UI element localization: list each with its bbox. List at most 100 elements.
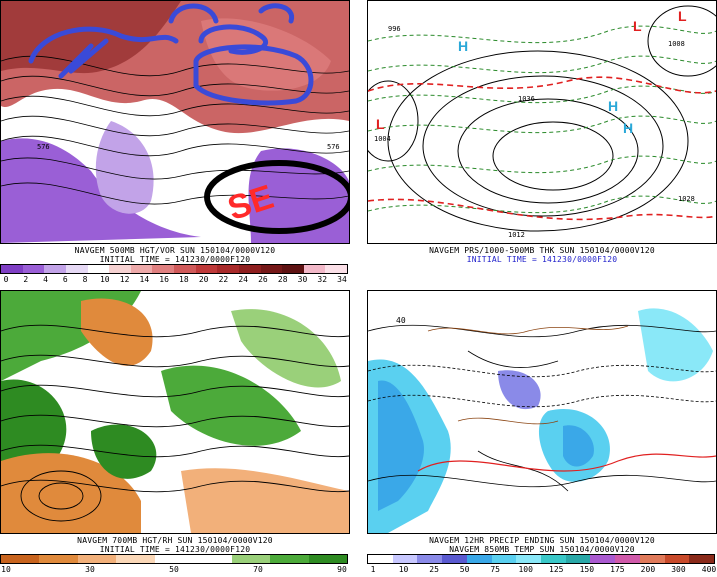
vorticity-colorbar-tick: 6 — [62, 275, 68, 284]
pressure-label: 1008 — [668, 40, 685, 48]
vorticity-colorbar-segment — [238, 265, 261, 273]
precip-colorbar-tick: 10 — [398, 565, 409, 574]
precip-colorbar-tick: 1 — [370, 565, 376, 574]
black-circle-annotation — [204, 160, 349, 234]
vorticity-colorbar-segment — [174, 265, 196, 273]
vorticity-colorbar — [0, 264, 348, 274]
panel-precip-850mb: 40 NAVGEM 12HR PRECIP ENDING SUN 150104/… — [367, 290, 717, 577]
precip-colorbar-segment — [392, 555, 418, 563]
rh-colorbar-segment — [193, 555, 232, 563]
map-pressure-thickness: 1004 1028 1012 1036 1008 996 L L L H H H — [367, 0, 717, 244]
vorticity-colorbar-tick: 34 — [337, 275, 347, 284]
contour-label: 40 — [396, 316, 406, 325]
vorticity-colorbar-segment — [195, 265, 218, 273]
rh-colorbar-tick: 70 — [253, 565, 263, 574]
precip-colorbar-tick: 300 — [671, 565, 686, 574]
precip-colorbar-tick: 175 — [610, 565, 625, 574]
vorticity-colorbar-tick: 18 — [179, 275, 189, 284]
precip-colorbar-tick: 200 — [640, 565, 656, 574]
rh-colorbar-tick: 90 — [337, 565, 347, 574]
precip-colorbar-segment — [689, 555, 715, 563]
vorticity-colorbar-ticks: 0 2 4 6 8 10 12 14 16 18 20 22 24 26 28 30 32 34 — [0, 275, 350, 285]
vorticity-colorbar-tick: 10 — [99, 275, 110, 284]
vorticity-colorbar-segment — [109, 265, 131, 273]
pressure-label: 1036 — [518, 95, 535, 103]
map-precip-850mb: 40 — [367, 290, 717, 534]
vorticity-colorbar-segment — [22, 265, 45, 273]
rh-colorbar-segment — [231, 555, 271, 563]
pressure-label: 1028 — [678, 195, 695, 203]
map-500mb-vorticity: 576 576 SE — [0, 0, 350, 244]
vorticity-colorbar-tick: 22 — [218, 275, 229, 284]
caption-line-1: NAVGEM 700MB HGT/RH SUN 150104/0000V120 — [77, 536, 273, 545]
vorticity-colorbar-segment — [217, 265, 239, 273]
vorticity-colorbar-segment — [130, 265, 153, 273]
precip-colorbar-segment — [664, 555, 690, 563]
vorticity-colorbar-segment — [87, 265, 110, 273]
rh-colorbar-segment — [77, 555, 117, 563]
caption-line-1: NAVGEM 12HR PRECIP ENDING SUN 150104/000… — [429, 536, 655, 545]
caption-line-2: INITIAL TIME = 141230/0000F120 — [99, 255, 251, 264]
vorticity-colorbar-tick: 12 — [119, 275, 130, 284]
vorticity-colorbar-tick: 20 — [198, 275, 209, 284]
precip-colorbar-segment — [639, 555, 665, 563]
vorticity-colorbar-tick: 28 — [277, 275, 288, 284]
precip-colorbar-segment — [466, 555, 492, 563]
pressure-label: 1004 — [374, 135, 391, 143]
precip-colorbar-segment — [541, 555, 566, 563]
vorticity-colorbar-tick: 2 — [23, 275, 29, 284]
panel-700mb-rh: NAVGEM 700MB HGT/RH SUN 150104/0000V120 … — [0, 290, 350, 577]
vorticity-colorbar-segment — [65, 265, 88, 273]
precip-colorbar-tick: 150 — [579, 565, 595, 574]
precip-colorbar-tick: 125 — [549, 565, 564, 574]
contour-label: 576 — [37, 143, 50, 151]
caption-line-1: NAVGEM PRS/1000-500MB THK SUN 150104/000… — [429, 246, 655, 255]
rh-colorbar-segment — [116, 555, 155, 563]
precip-colorbar-ticks: 1 10 25 50 75 100 125 150 175 200 300 400 — [367, 565, 717, 575]
vorticity-colorbar-tick: 24 — [238, 275, 248, 284]
precip-colorbar-segment — [368, 555, 393, 563]
rh-colorbar-segment — [270, 555, 309, 563]
low-marker: L — [633, 18, 642, 34]
rh-map-graphic — [1, 291, 349, 533]
rh-colorbar-tick: 50 — [169, 565, 179, 574]
vorticity-colorbar-tick: 0 — [3, 275, 9, 284]
low-marker: L — [678, 8, 687, 24]
high-marker: H — [623, 120, 633, 136]
vorticity-colorbar-segment — [282, 265, 304, 273]
rh-colorbar — [0, 554, 348, 564]
precip-colorbar-tick: 25 — [429, 565, 439, 574]
precip-colorbar-segment — [590, 555, 616, 563]
caption-line-2: INITIAL TIME = 141230/0000F120 — [99, 545, 251, 554]
rh-colorbar-ticks: 10 30 50 70 90 — [0, 565, 350, 575]
pressure-label: 1012 — [508, 231, 525, 239]
vorticity-colorbar-tick: 30 — [297, 275, 308, 284]
vorticity-colorbar-segment — [260, 265, 283, 273]
caption-line-1: NAVGEM 500MB HGT/VOR SUN 150104/0000V120 — [74, 246, 276, 255]
map-700mb-rh — [0, 290, 350, 534]
rh-colorbar-segment — [308, 555, 347, 563]
vorticity-colorbar-tick: 14 — [139, 275, 150, 284]
precip-colorbar-segment — [442, 555, 467, 563]
precip-colorbar-tick: 100 — [518, 565, 533, 574]
vorticity-colorbar-tick: 16 — [159, 275, 169, 284]
caption-line-2: INITIAL TIME = 141230/0000F120 — [466, 255, 618, 264]
rh-colorbar-tick: 30 — [85, 565, 95, 574]
high-marker: H — [608, 98, 618, 114]
vorticity-map-graphic: 576 576 SE — [1, 1, 349, 243]
high-marker: H — [458, 38, 468, 54]
vorticity-colorbar-segment — [152, 265, 174, 273]
vorticity-colorbar-tick: 26 — [258, 275, 268, 284]
vorticity-colorbar-tick: 4 — [43, 275, 48, 284]
precip-colorbar-segment — [516, 555, 542, 563]
pressure-label: 996 — [388, 25, 401, 33]
pressure-map-graphic: 1004 1028 1012 1036 1008 996 L L L H H H — [368, 1, 716, 243]
blue-annotation-strokes — [28, 3, 314, 106]
panel-500mb-vorticity: 576 576 SE NAVGEM 500MB HGT/VOR SUN 1501… — [0, 0, 350, 287]
rh-colorbar-tick: 10 — [1, 565, 11, 574]
rh-colorbar-segment — [39, 555, 78, 563]
precip-colorbar — [367, 554, 715, 564]
vorticity-colorbar-segment — [325, 265, 347, 273]
precip-colorbar-segment — [417, 555, 443, 563]
vorticity-colorbar-tick: 8 — [82, 275, 88, 284]
